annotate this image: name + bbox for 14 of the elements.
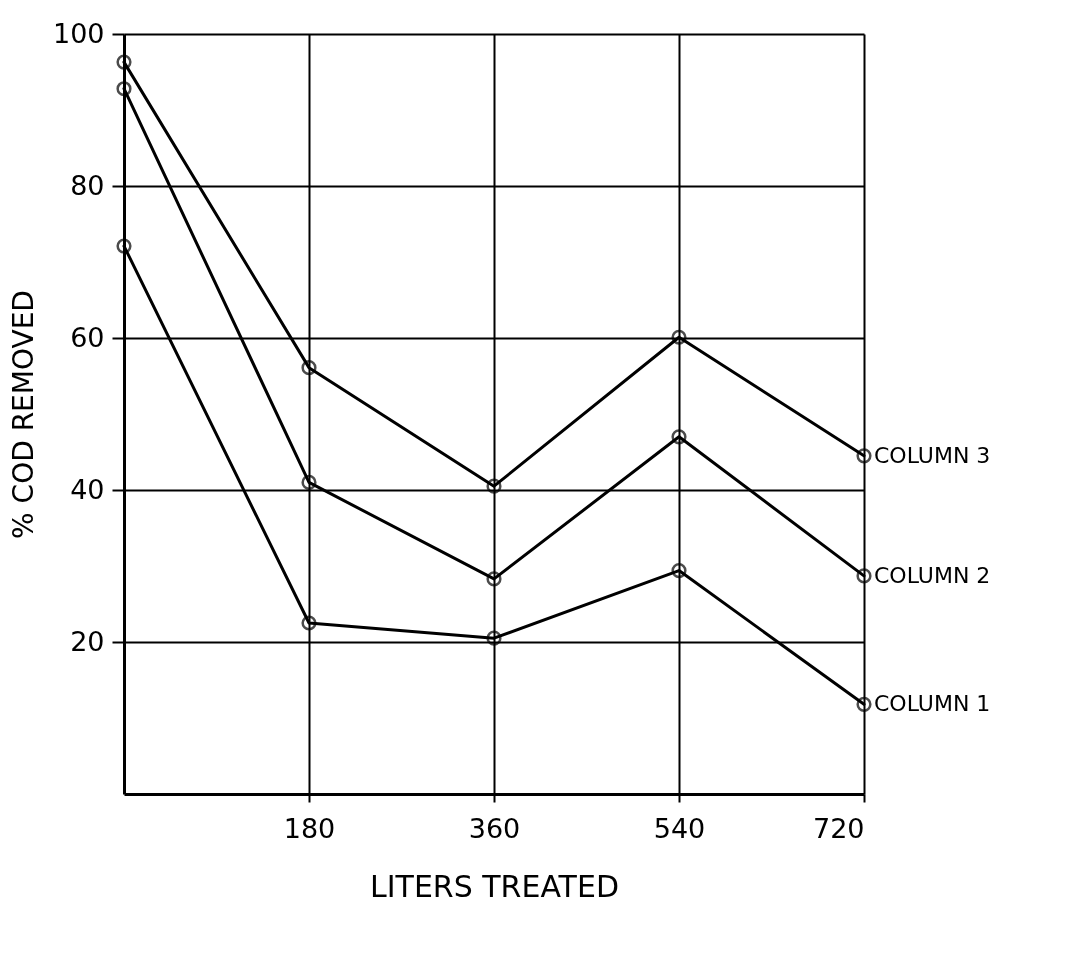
y-axis-title: % COD REMOVED bbox=[6, 290, 40, 539]
x-axis-title: LITERS TREATED bbox=[370, 868, 619, 904]
series-label: COLUMN 3 bbox=[874, 442, 991, 468]
series-label: COLUMN 2 bbox=[874, 562, 991, 588]
series-label: COLUMN 1 bbox=[874, 691, 991, 717]
y-tick-label: 60 bbox=[70, 321, 105, 353]
y-tick-label: 100 bbox=[52, 17, 105, 49]
x-tick-label: 720 bbox=[812, 812, 865, 844]
x-tick-label: 360 bbox=[468, 812, 521, 844]
x-tick-label: 540 bbox=[653, 812, 706, 844]
y-tick-label: 80 bbox=[70, 169, 105, 201]
y-tick-label: 40 bbox=[70, 473, 105, 505]
x-tick-label: 180 bbox=[283, 812, 336, 844]
y-tick-label: 20 bbox=[70, 625, 105, 657]
